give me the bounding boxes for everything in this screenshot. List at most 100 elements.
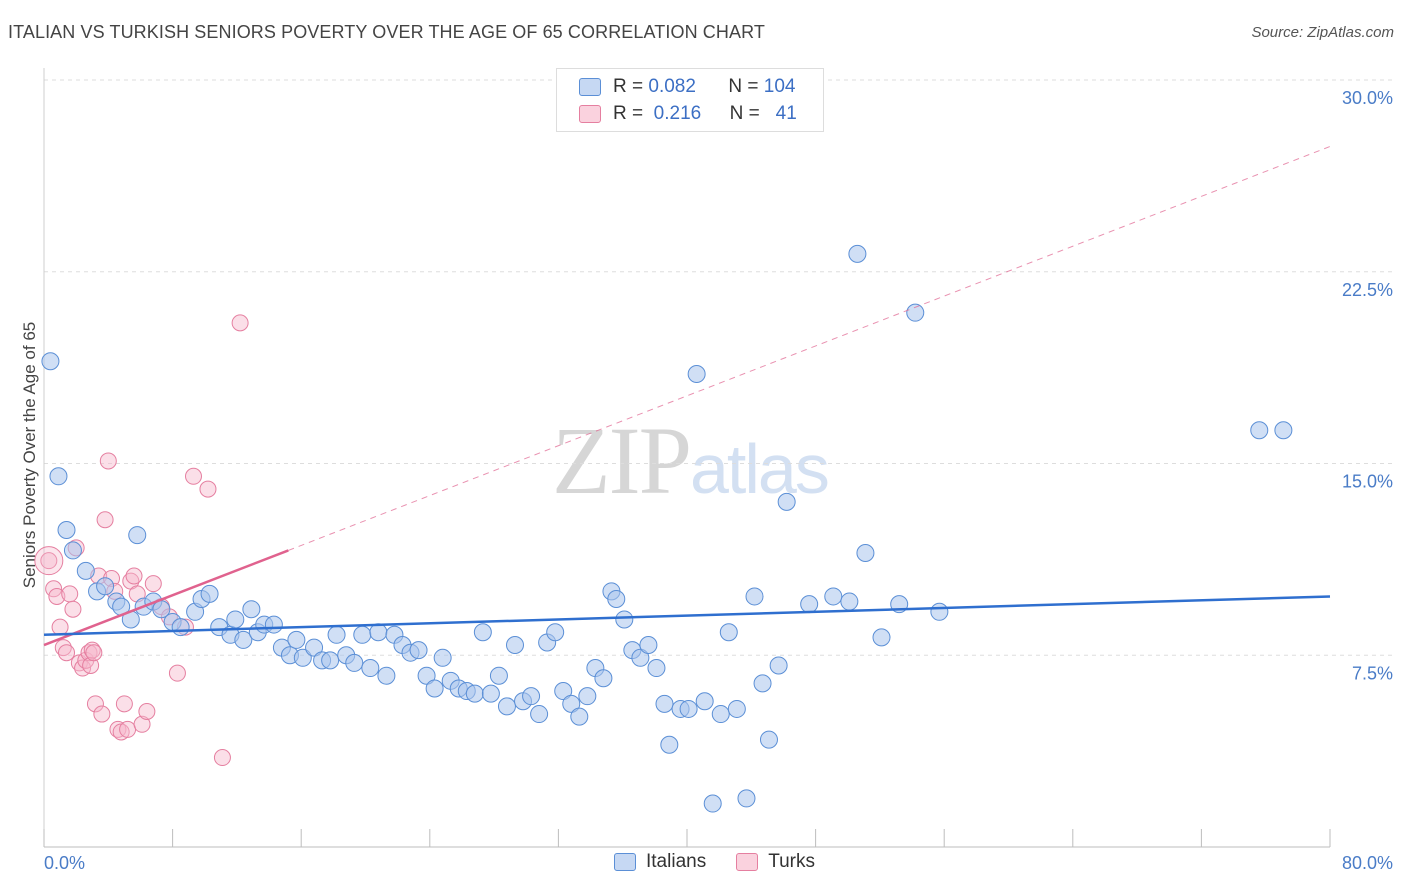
italians-point [200,584,219,603]
turks-point [138,702,156,720]
turks-point [99,452,117,470]
turks-point [231,314,249,332]
italians-point [562,694,581,713]
italians-point [711,705,730,724]
turks-point [93,705,111,723]
italians-point [647,659,666,678]
italians-point [824,587,843,606]
italians-point [578,687,597,706]
italians-point [417,666,436,685]
italians-point [615,610,634,629]
italians-point [264,615,283,634]
watermark: ZIPatlas [552,405,830,516]
turks-point [82,656,100,674]
italians-point [906,303,925,322]
turks-point [96,511,114,529]
italians-point [345,653,364,672]
italians-point [848,244,867,263]
italians-point [425,679,444,698]
italians-point [242,600,261,619]
italians-point [41,352,60,371]
italians-point [695,692,714,711]
turks-point [40,552,58,570]
italians-point [234,630,253,649]
turks-point [61,585,79,603]
legend-item-italians[interactable]: Italians [614,851,706,873]
legend-r-label: R = [613,76,644,97]
turks-point [58,644,76,662]
italians-point [63,541,82,560]
chart-title: ITALIAN VS TURKISH SENIORS POVERTY OVER … [8,22,765,42]
italians-point [522,687,541,706]
italians-point [554,682,573,701]
y-tick-label: 22.5% [1342,280,1393,300]
italians-point [353,625,372,644]
turks-point [168,664,186,682]
italians-point [546,623,565,642]
italians-point [759,730,778,749]
italians-point [305,638,324,657]
turks-point [80,644,98,662]
turks-point [115,695,133,713]
legend-n-label: N = [728,76,759,97]
italians-point [481,684,500,703]
legend-r-value: 0.216 [653,103,702,124]
italians-point [703,794,722,813]
turks-point [213,749,231,767]
italians-point [96,577,115,596]
legend-n-value: 104 [763,76,796,97]
italians-point [594,669,613,688]
turks-point [109,720,127,738]
series-legend: Italians Turks [614,851,845,873]
turks-point [64,600,82,618]
x-tick-label: 80.0% [1342,853,1393,873]
italians-point [753,674,772,693]
turks-point [184,467,202,485]
italians-point [840,592,859,611]
italians-point [293,648,312,667]
legend-row-turks: R = 0.216 N = 41 [579,101,797,127]
legend-r-label: R = [613,103,644,124]
italians-point [473,623,492,642]
italians-point [497,697,516,716]
italians-point [679,699,698,718]
italians-point [327,625,346,644]
italians-point [800,595,819,614]
italians-point [719,623,738,642]
turks-point [125,567,143,585]
italians-point [361,659,380,678]
legend-r-value: 0.082 [648,76,696,97]
turks-point [86,695,104,713]
italians-point [570,707,589,726]
x-tick-label: 0.0% [44,853,85,873]
italians-point [505,636,524,655]
italians-point [465,684,484,703]
italians-point [377,666,396,685]
legend-item-turks[interactable]: Turks [736,851,815,873]
y-tick-label: 15.0% [1342,472,1393,492]
italians-point [930,602,949,621]
italians-point [872,628,891,647]
legend-label-turks: Turks [768,851,815,872]
italians-point [737,789,756,808]
italians-point [607,590,626,609]
turks-point [119,720,137,738]
italians-point [128,526,147,545]
legend-n-label: N = [729,103,760,124]
italians-point [856,543,875,562]
turks-point [144,575,162,593]
italians-point [76,561,95,580]
italians-point [409,641,428,660]
italians-point [769,656,788,675]
turks-trend-line [43,549,289,647]
italians-point [171,618,190,637]
y-tick-label: 7.5% [1352,663,1393,683]
italians-point [1274,421,1293,440]
italians-point [777,492,796,511]
turks-point [51,618,69,636]
italians-point [655,694,674,713]
italians-point [530,705,549,724]
italians-point [321,651,340,670]
legend-swatch-turks [579,105,601,123]
source-label: Source: ZipAtlas.com [1251,24,1394,41]
